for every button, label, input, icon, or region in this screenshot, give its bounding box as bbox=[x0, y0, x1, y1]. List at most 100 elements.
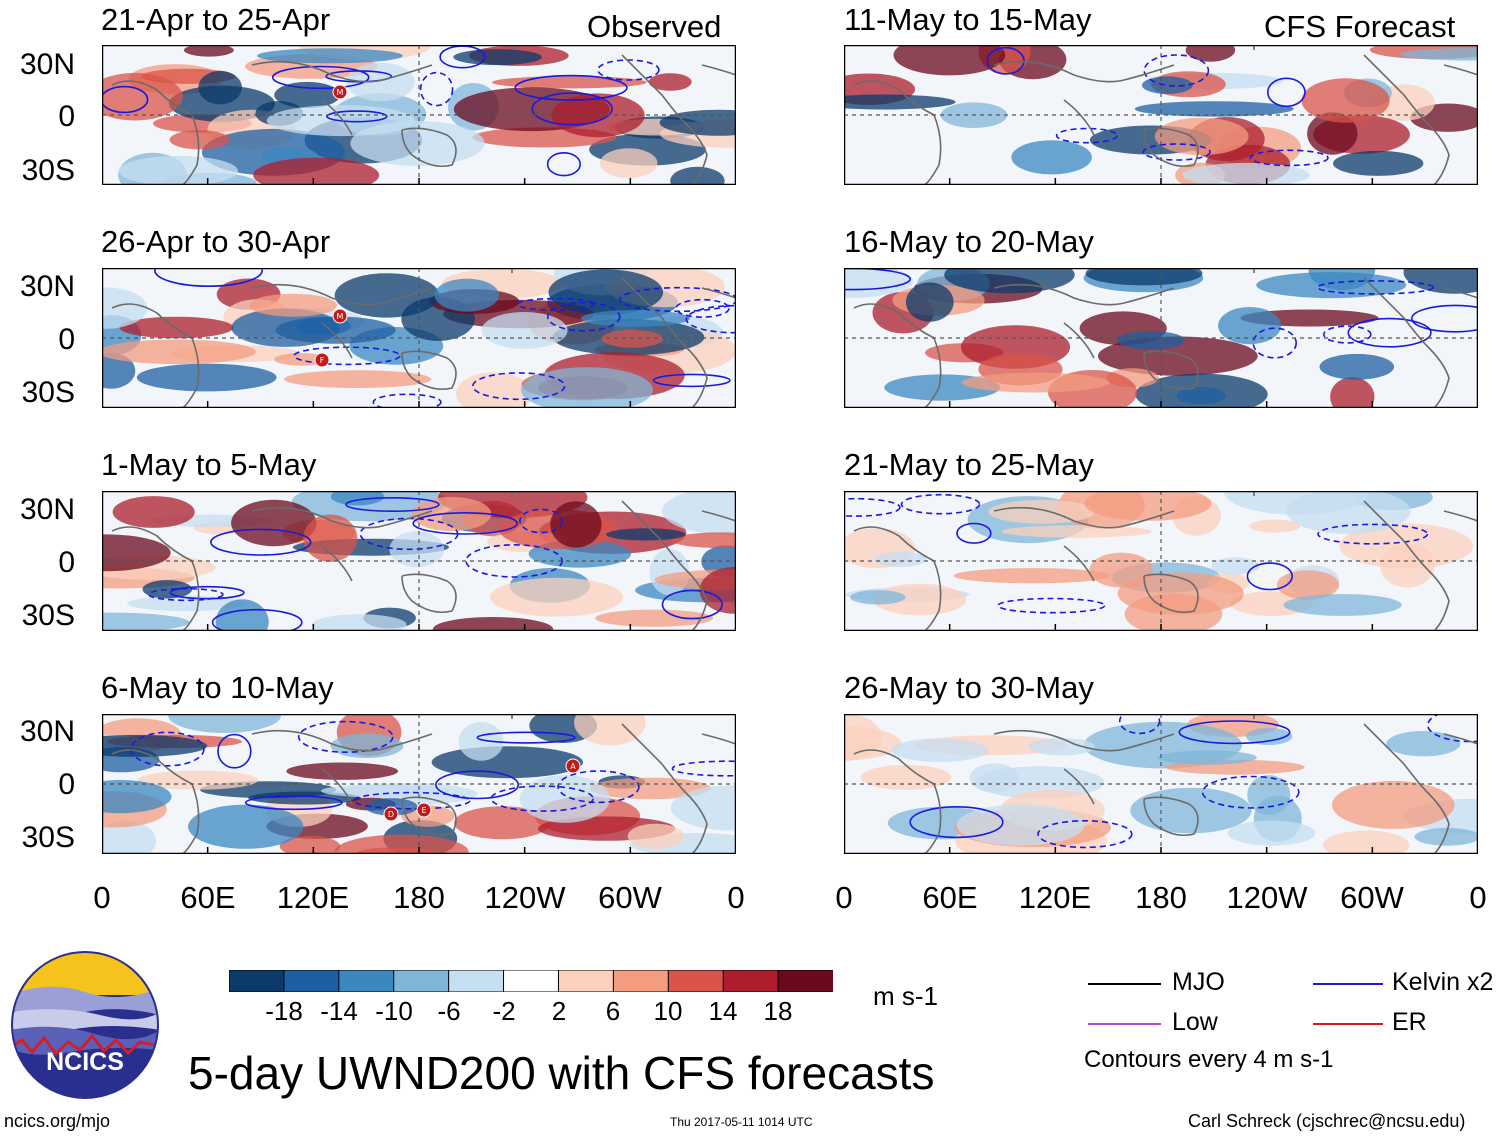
colorbar-label: -18 bbox=[265, 996, 303, 1026]
kelvin-contour bbox=[1252, 327, 1298, 359]
wind-anomaly-shading bbox=[1028, 738, 1096, 756]
wind-anomaly-shading bbox=[671, 532, 736, 548]
logo-text: NCICS bbox=[46, 1048, 124, 1076]
wind-anomaly-shading bbox=[321, 784, 450, 798]
kelvin-contour bbox=[297, 720, 394, 753]
kelvin-contour bbox=[514, 74, 628, 101]
wind-anomaly-shading bbox=[699, 567, 736, 614]
wind-anomaly-shading bbox=[481, 312, 568, 349]
axis-ticks bbox=[102, 624, 736, 631]
wind-anomaly-shading bbox=[127, 595, 246, 612]
wind-anomaly-shading bbox=[874, 551, 927, 567]
lat-label-30n: 30N bbox=[19, 48, 75, 81]
kelvin-contour bbox=[956, 522, 992, 544]
kelvin-contour bbox=[372, 393, 442, 408]
lat-label-eq: 0 bbox=[58, 546, 75, 579]
wind-anomaly-shading bbox=[1223, 491, 1370, 515]
kelvin-contour bbox=[419, 71, 454, 107]
kelvin-contour bbox=[546, 151, 582, 177]
kelvin-contour bbox=[900, 493, 981, 515]
storm-marker-letter: E bbox=[421, 806, 426, 815]
kelvin-contour bbox=[1118, 714, 1161, 735]
wind-anomaly-shading bbox=[312, 614, 407, 631]
wind-anomaly-shading bbox=[961, 372, 1110, 393]
lon-label: 0 bbox=[727, 880, 745, 915]
wind-anomaly-shading bbox=[137, 770, 259, 790]
storm-marker: F bbox=[314, 352, 330, 368]
colorbar-swatch bbox=[777, 969, 834, 993]
storm-marker-letter: M bbox=[337, 88, 344, 97]
kelvin-contour bbox=[271, 65, 370, 90]
wind-anomaly-shading bbox=[1403, 268, 1478, 294]
wind-anomaly-shading bbox=[906, 282, 954, 322]
contour-note: Contours every 4 m s-1 bbox=[1084, 1046, 1334, 1073]
kelvin-contour bbox=[326, 110, 388, 123]
wind-anomaly-shading bbox=[1245, 727, 1293, 745]
axis-ticks bbox=[102, 401, 736, 408]
lat-label-eq: 0 bbox=[58, 323, 75, 356]
axis-ticks bbox=[844, 401, 1478, 408]
colorbar-label: 14 bbox=[708, 996, 738, 1026]
kelvin-contour bbox=[1143, 54, 1210, 87]
storm-marker: M bbox=[332, 308, 348, 324]
wind-anomaly-shading bbox=[215, 599, 269, 631]
kelvin-contour bbox=[1249, 149, 1329, 167]
kelvin-contour bbox=[1246, 562, 1293, 591]
wind-anomaly-shading bbox=[198, 70, 242, 105]
kelvin-contour bbox=[102, 85, 149, 114]
colorbar-label: -14 bbox=[320, 996, 358, 1026]
map-panel bbox=[102, 491, 736, 631]
wind-anomaly-shading bbox=[249, 293, 337, 317]
wind-anomaly-shading bbox=[872, 583, 967, 616]
author-credit: Carl Schreck (cjschrec@ncsu.edu) bbox=[1188, 1111, 1466, 1131]
panel-title: 11-May to 15-May bbox=[844, 2, 1092, 37]
wind-anomaly-shading bbox=[112, 496, 195, 528]
kelvin-contour bbox=[244, 795, 343, 811]
wind-anomaly-shading bbox=[580, 310, 691, 327]
wind-anomaly-shading bbox=[953, 568, 1111, 584]
kelvin-contour bbox=[465, 544, 563, 578]
colorbar-swatch bbox=[612, 969, 670, 993]
wind-anomaly-shading bbox=[860, 764, 952, 790]
lon-label: 120W bbox=[1226, 880, 1308, 915]
colorbar bbox=[228, 969, 834, 993]
colorbar-swatch bbox=[503, 969, 560, 993]
kelvin-contour bbox=[1142, 143, 1211, 161]
wind-anomaly-shading bbox=[1323, 830, 1410, 854]
wind-anomaly-shading bbox=[550, 501, 602, 548]
wind-anomaly-shading bbox=[411, 496, 492, 532]
wind-anomaly-shading bbox=[102, 72, 183, 121]
wind-anomaly-shading bbox=[1154, 117, 1249, 156]
kelvin-contour bbox=[147, 587, 224, 602]
legend-line-low bbox=[1088, 1023, 1161, 1025]
wind-anomaly-shading bbox=[454, 806, 551, 840]
kelvin-contour bbox=[685, 304, 736, 334]
storm-marker: E bbox=[416, 802, 432, 818]
kelvin-contour bbox=[412, 512, 519, 535]
source-url[interactable]: ncics.org/mjo bbox=[4, 1111, 111, 1131]
storm-marker-letter: D bbox=[388, 810, 394, 819]
wind-anomaly-shading bbox=[286, 762, 399, 780]
panel-title: 21-May to 25-May bbox=[844, 447, 1094, 482]
lon-label: 0 bbox=[93, 880, 111, 915]
wind-anomaly-shading bbox=[490, 577, 624, 617]
panel-title: 21-Apr to 25-Apr bbox=[101, 2, 331, 37]
lon-label: 60W bbox=[598, 880, 662, 915]
kelvin-contour bbox=[1347, 317, 1432, 348]
panel-title: 26-May to 30-May bbox=[844, 670, 1094, 705]
wind-anomaly-shading bbox=[1185, 45, 1236, 62]
kelvin-contour bbox=[844, 497, 901, 517]
wind-anomaly-shading bbox=[1134, 101, 1294, 117]
timestamp: Thu 2017-05-11 1014 UTC bbox=[670, 1115, 813, 1129]
map-panel: M bbox=[102, 45, 736, 185]
map-panel bbox=[844, 45, 1478, 185]
wind-anomaly-shading bbox=[670, 166, 725, 185]
kelvin-contour bbox=[293, 346, 401, 366]
wind-anomaly-shading bbox=[102, 352, 136, 389]
wind-anomaly-shading bbox=[1339, 523, 1474, 569]
wind-anomaly-shading bbox=[257, 48, 403, 64]
colorbar-label: 2 bbox=[551, 996, 567, 1026]
kelvin-contour bbox=[435, 770, 520, 800]
wind-anomaly-shading bbox=[1116, 331, 1185, 350]
